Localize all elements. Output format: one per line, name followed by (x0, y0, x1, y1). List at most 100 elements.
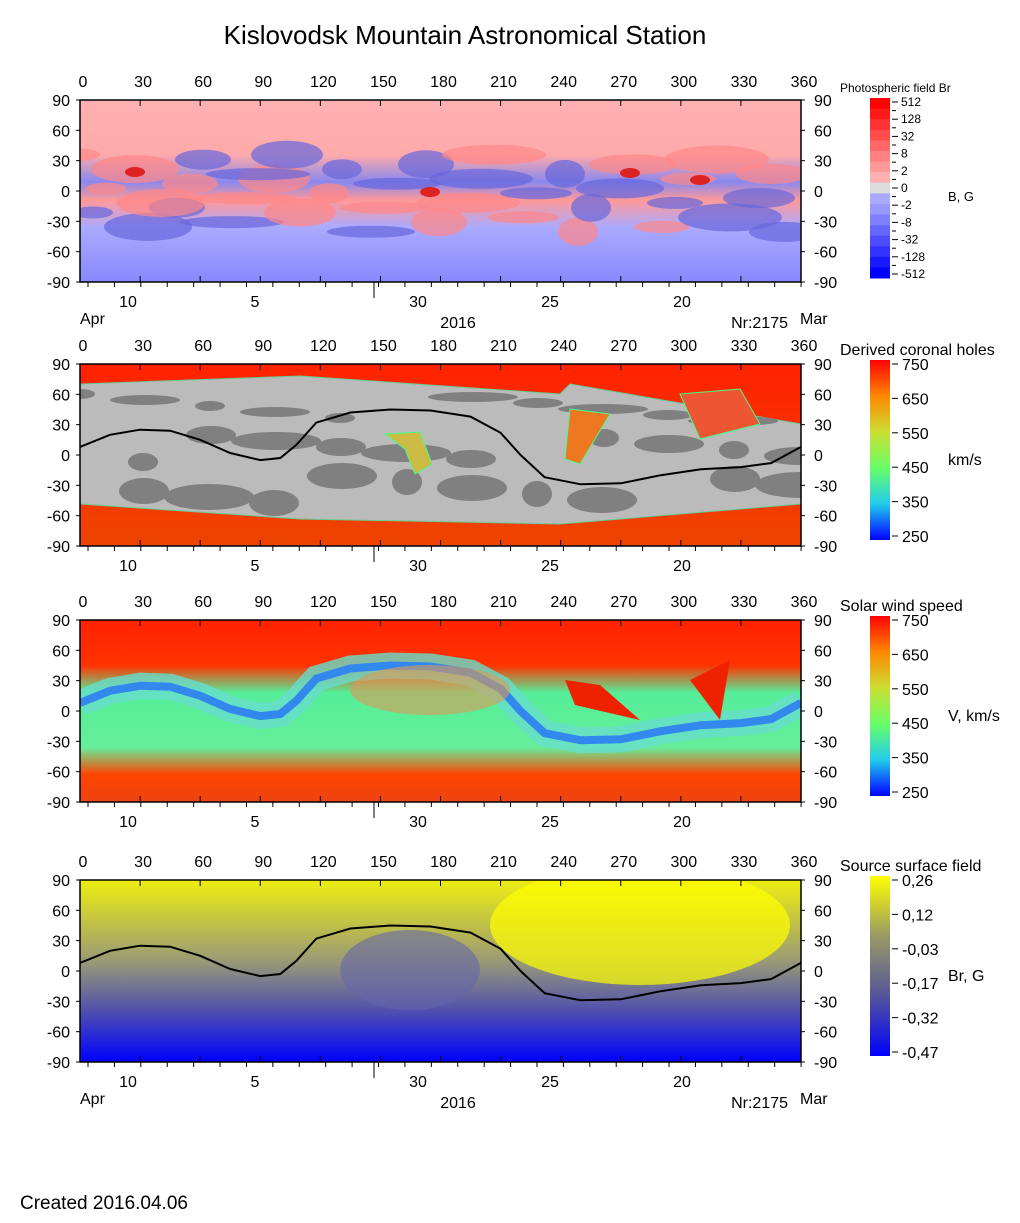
x-tick-label: 0 (79, 594, 88, 611)
active-region (125, 167, 145, 177)
closed-field-dark (710, 466, 760, 492)
coronal-hole (679, 388, 761, 440)
x-tick-label: 240 (550, 338, 577, 355)
coronal-hole (564, 408, 611, 465)
y-tick-label-left: 30 (52, 674, 70, 691)
y-tick-label-right: -30 (814, 478, 837, 495)
colorbar-step (870, 119, 890, 131)
field-region (180, 216, 284, 229)
x-tick-label: 240 (550, 594, 577, 611)
y-tick-label-left: 0 (61, 184, 70, 201)
colorbar-tick-label: 750 (902, 613, 929, 630)
x-tick-label: 210 (490, 338, 517, 355)
field-region (571, 193, 611, 222)
field-region (411, 208, 467, 237)
colorbar-unit-label: km/s (948, 452, 982, 469)
closed-field-dark (119, 478, 169, 504)
x-tick-label: 30 (134, 74, 152, 91)
negative-field-region (340, 930, 480, 1010)
heatmap (80, 100, 801, 282)
y-tick-label-left: 60 (52, 643, 70, 660)
colorbar-title: Source surface field (840, 858, 981, 875)
x-tick-label: 120 (310, 74, 337, 91)
date-tick-label: 5 (251, 814, 260, 831)
y-tick-label-left: 30 (52, 154, 70, 171)
x-tick-label: 90 (254, 854, 272, 871)
colorbar-step (870, 214, 890, 226)
colorbar-tick-label: 0,12 (902, 907, 933, 924)
y-tick-label-right: 30 (814, 934, 832, 951)
colorbar-gradient (870, 876, 890, 1056)
date-tick-label: 30 (409, 294, 427, 311)
field-region (86, 182, 126, 195)
x-tick-label: 60 (194, 594, 212, 611)
y-tick-label-right: -90 (814, 795, 837, 812)
y-tick-label-left: 30 (52, 934, 70, 951)
field-region (398, 150, 454, 179)
x-tick-label: 270 (610, 854, 637, 871)
y-tick-label-right: -90 (814, 1055, 837, 1072)
x-tick-label: 300 (670, 74, 697, 91)
date-tick-label: 30 (409, 558, 427, 575)
closed-field-dark (446, 450, 496, 468)
year-label: 2016 (440, 315, 476, 332)
field-region (264, 198, 336, 227)
colorbar-tick-label: 650 (902, 647, 929, 664)
x-tick-label: 120 (310, 338, 337, 355)
field-region (647, 196, 703, 209)
active-region (690, 175, 710, 185)
y-tick-label-right: 0 (814, 448, 823, 465)
date-tick-label: 25 (541, 814, 559, 831)
field-region (416, 192, 520, 213)
colorbar-step (870, 161, 890, 173)
colorbar-gradient (870, 616, 890, 796)
date-tick-label: 20 (673, 294, 691, 311)
fast-wind-region (565, 680, 640, 720)
colorbar-tick-label: -8 (901, 215, 912, 229)
colorbar-tick-label: -512 (901, 267, 925, 281)
date-tick-label: 20 (673, 814, 691, 831)
heatmap (80, 620, 801, 802)
field-region (327, 225, 415, 238)
date-tick-label: 10 (119, 814, 137, 831)
field-region (665, 145, 769, 174)
colorbar-tick-label: 750 (902, 357, 929, 374)
field-region (576, 178, 664, 199)
y-tick-label-left: 90 (52, 357, 70, 374)
field-region (545, 159, 585, 188)
y-tick-label-right: 90 (814, 357, 832, 374)
closed-field-dark (567, 487, 637, 513)
x-tick-label: 300 (670, 338, 697, 355)
closed-field-dark (634, 435, 704, 453)
closed-field-dark (437, 475, 507, 501)
active-region (620, 168, 640, 178)
active-region (420, 187, 440, 197)
field-region (589, 154, 677, 175)
field-region (251, 140, 323, 169)
y-tick-label-left: -90 (47, 539, 70, 556)
x-tick-label: 330 (731, 74, 758, 91)
x-tick-label: 60 (194, 74, 212, 91)
x-tick-label: 360 (791, 594, 818, 611)
y-tick-label-left: 0 (61, 448, 70, 465)
closed-field-dark (316, 438, 366, 456)
colorbar-tick-label: 650 (902, 391, 929, 408)
y-tick-label-right: -90 (814, 275, 837, 292)
x-tick-label: 120 (310, 594, 337, 611)
date-tick-label: 5 (251, 1074, 260, 1091)
field-region (736, 164, 801, 184)
coronal-hole (383, 431, 433, 475)
heatmap (80, 364, 801, 546)
colorbar-unit-label: V, km/s (948, 708, 1000, 725)
month-right-label: Mar (800, 1091, 828, 1108)
x-tick-label: 30 (134, 854, 152, 871)
colorbar-tick-label: -2 (901, 198, 912, 212)
colorbar-tick-label: -32 (901, 233, 919, 247)
positive-field-region (490, 880, 790, 985)
field-region (500, 187, 572, 200)
y-tick-label-right: -30 (814, 994, 837, 1011)
x-tick-label: 360 (791, 854, 818, 871)
x-tick-label: 180 (430, 74, 457, 91)
field-region (80, 206, 113, 219)
